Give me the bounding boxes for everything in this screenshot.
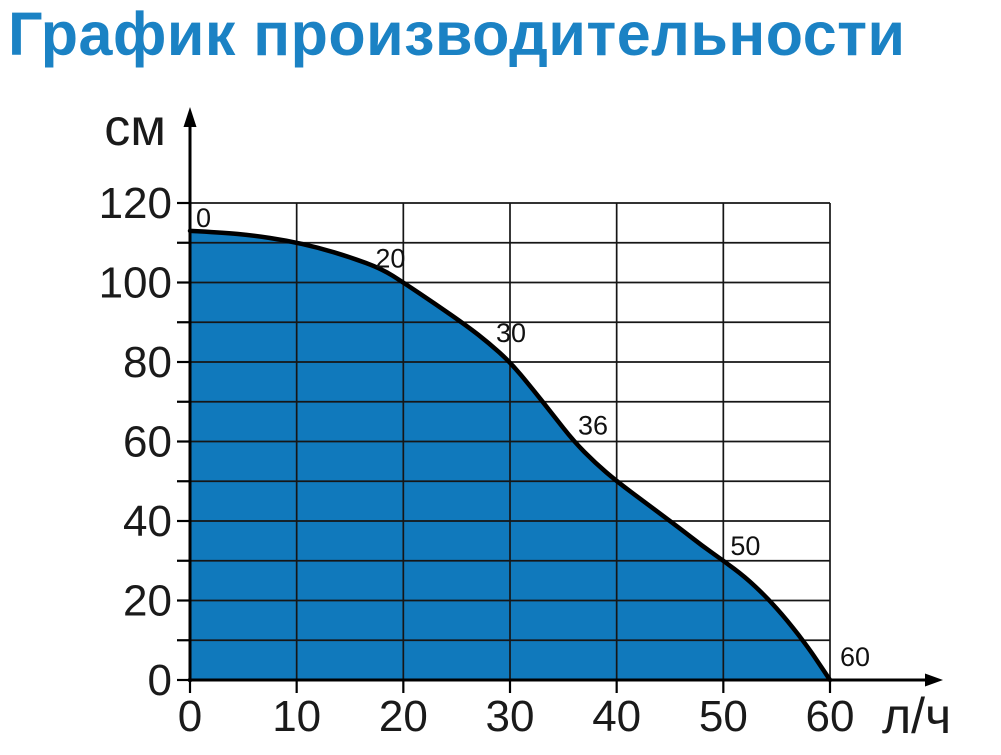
x-tick-label: 20 [379, 692, 428, 741]
curve-point-label: 50 [730, 531, 760, 561]
y-tick-label: 100 [99, 259, 172, 308]
x-tick-label: 0 [178, 692, 202, 741]
y-tick-label: 20 [123, 577, 172, 626]
x-tick-label: 60 [806, 692, 855, 741]
curve-point-label: 60 [840, 642, 870, 672]
x-tick-label: 40 [592, 692, 641, 741]
curve-point-label: 36 [578, 411, 608, 441]
y-tick-label: 120 [99, 179, 172, 228]
page-title: График производительности [8, 0, 906, 68]
y-axis-arrow-icon [183, 107, 197, 127]
x-tick-label: 30 [486, 692, 535, 741]
performance-curve [187, 228, 833, 683]
x-axis-arrow-icon [925, 673, 943, 687]
x-axis-unit-label: л/ч [882, 688, 951, 744]
y-tick-label: 0 [148, 656, 172, 705]
x-tick-label: 50 [699, 692, 748, 741]
curve-point-label: 0 [196, 203, 211, 233]
curve-point-label: 20 [375, 244, 405, 274]
y-tick-label: 80 [123, 338, 172, 387]
y-tick-label: 60 [123, 418, 172, 467]
y-axis-unit-label: см [104, 99, 166, 157]
curve-point-label: 30 [496, 318, 526, 348]
x-tick-label: 10 [272, 692, 321, 741]
y-tick-label: 40 [123, 497, 172, 546]
